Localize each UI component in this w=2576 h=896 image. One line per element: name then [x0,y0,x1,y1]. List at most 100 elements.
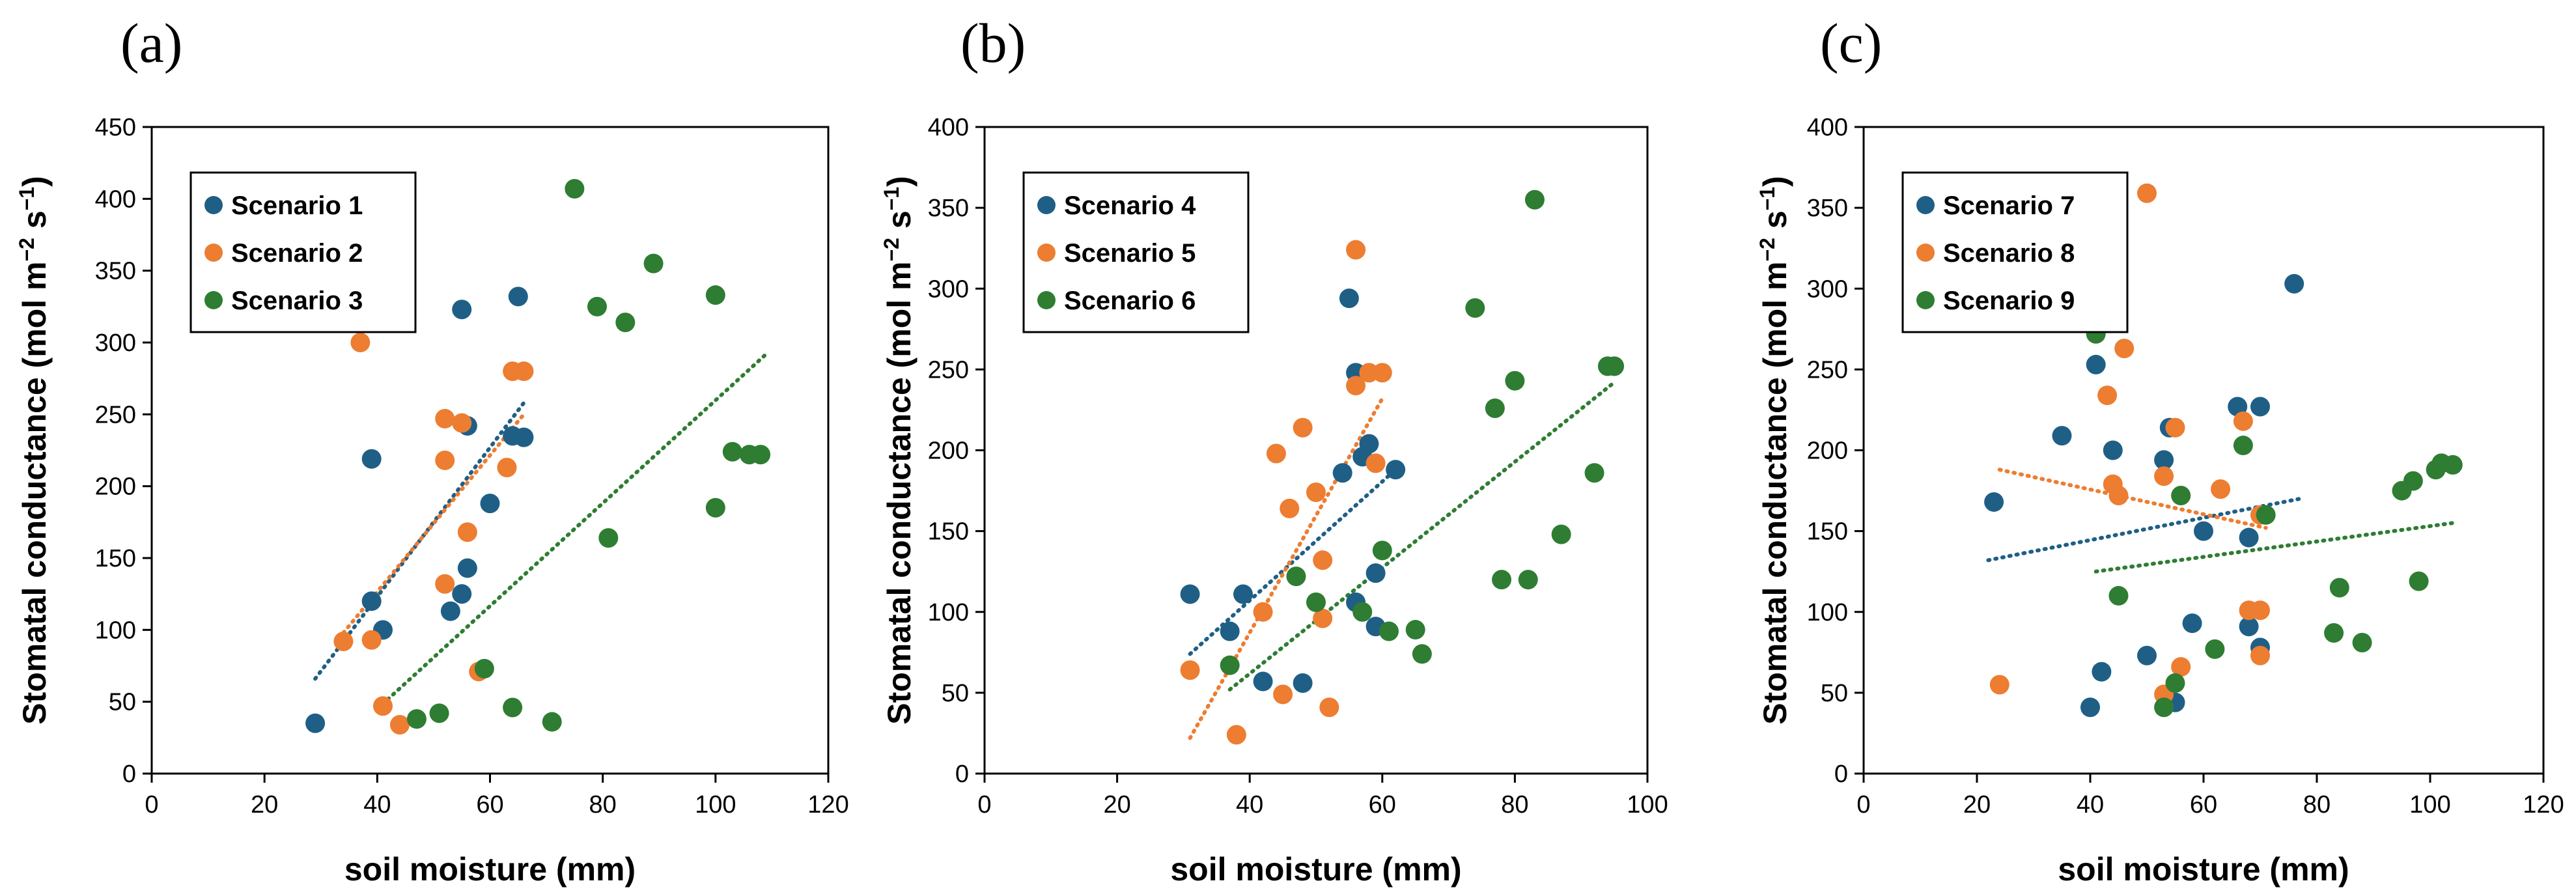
panel-1-y-tick-label: 200 [95,473,136,501]
panel-3-y-tick-label: 150 [1807,518,1848,546]
panel-3: (c) 0 20 40 60 80 100 120 0 50 100 150 200 250 300 350 4… [1756,12,2564,888]
panel-3-legend-marker-2 [1916,244,1935,262]
panel-3-series-2-point [2154,466,2174,486]
panel-3-y-tick-label: 400 [1807,114,1848,141]
panel-3-y-axis-title-part: s [1757,210,1793,238]
panel-3-series-3-point [2409,571,2429,591]
panel-1-legend-marker-2 [204,244,223,262]
panel-2-legend-label-2: Scenario 5 [1064,239,1196,268]
panel-2-series-2-point [1365,453,1386,473]
panel-2-series-3-point [1551,524,1571,544]
panel-3-legend-label-3: Scenario 9 [1943,287,2075,315]
panel-2-series-2-point [1226,725,1246,745]
panel-2-series-3-point [1379,621,1399,641]
panel-3-series-1-point [2154,450,2174,470]
panel-3-series-2-point [2211,479,2231,499]
panel-2-y-tick-label: 400 [928,114,969,141]
panel-1-series-1-point [514,427,534,447]
panel-1-legend-label-1: Scenario 1 [231,191,363,220]
panel-2-series-3-point [1372,540,1392,561]
panel-3-x-tick-label: 100 [2409,791,2450,819]
panel-3-y-tick-label: 300 [1807,275,1848,303]
panel-2: (b) 0 20 40 60 80 100 0 50 100 150 200 250 300 350 400 s… [880,12,1668,888]
panel-2-y-tick-label: 50 [942,680,969,707]
panel-1-series-3-point [474,658,494,679]
panel-2-y-tick-label: 200 [928,438,969,465]
panel-3-series-2-point [2233,411,2253,431]
panel-2-label: (b) [960,12,1026,74]
panel-3-trendline-1 [1986,496,2302,563]
panel-2-x-tick-label: 60 [1369,791,1396,819]
panel-3-series-3-point [2171,486,2191,506]
panel-1-series-1-point [452,584,472,604]
panel-2-series-2-point [1319,697,1339,718]
panel-1-y-tick-label: 150 [95,545,136,572]
panel-3-x-tick-label: 20 [1963,791,1991,819]
panel-2-series-2-point [1372,363,1392,383]
panel-1-x-tick-label: 20 [251,791,278,819]
panel-1-x-tick-label: 100 [695,791,736,819]
panel-1-series-3-point [615,313,636,333]
panel-3-y-tick-label: 250 [1807,356,1848,384]
panel-1-legend-label-3: Scenario 3 [231,287,363,315]
panel-1-trendline-1 [313,400,526,681]
panel-3-y-axis-title-part: Stomatal conductance (mol m [1757,262,1793,725]
panel-2-y-axis-title-part: Stomatal conductance (mol m [881,262,917,725]
panel-3-legend [1901,171,2129,333]
panel-2-series-3-point [1524,189,1545,210]
panel-1-series-2-point [452,413,472,433]
panel-3-series-1-point [2086,354,2106,374]
panel-2-y-axis-title: Stomatal conductance (mol m−2 s−1) [880,176,917,725]
panel-1-series-2-point [435,450,455,470]
panel-2-legend [1022,171,1250,333]
panel-1-series-1-point [480,494,500,514]
panel-3-series-2-point [2165,417,2185,438]
panel-2-series-1-point [1386,460,1406,480]
panel-1-series-1-point [452,300,472,320]
panel-3-x-tick-label: 120 [2523,791,2564,819]
panel-3-series-2-point [2097,385,2118,406]
panel-3-legend-label-2: Scenario 8 [1943,239,2075,268]
panel-3-y-tick-label: 0 [1834,761,1848,788]
panel-2-series-1-point [1293,673,1313,693]
panel-3-x-axis-title: soil moisture (mm) [2058,851,2349,888]
panel-3-y-axis-title: Stomatal conductance (mol m−2 s−1) [1756,176,1793,725]
panel-1-y-axis-title-part: s [16,210,53,238]
panel-1-series-3-point [705,497,725,518]
panel-2-y-axis-title-part: −2 [880,238,903,261]
panel-1-y-tick-label: 300 [95,329,136,357]
panel-1-series-3-point [565,178,585,199]
panel-1-y-axis-title-part: Stomatal conductance (mol m [16,262,53,725]
panel-3-series-3-point [2165,673,2185,693]
panel-1-y-axis-title: Stomatal conductance (mol m−2 s−1) [15,176,53,725]
panel-1-series-3-point [643,253,664,273]
panel-2-y-tick-label: 350 [928,195,969,222]
panel-1-x-tick-label: 120 [807,791,848,819]
panel-1-label: (a) [120,12,182,74]
panel-2-trendline-3 [1227,380,1617,692]
panel-3-y-tick-label: 100 [1807,599,1848,626]
panel-1-series-1-point [361,449,382,469]
panel-3-x-tick-label: 40 [2077,791,2104,819]
panel-2-series-1-point [1253,671,1273,692]
panel-1-series-3-point [429,703,449,723]
panel-3-series-3-point [2108,585,2129,606]
panel-1-x-tick-label: 60 [476,791,503,819]
panel-2-y-tick-label: 0 [955,761,969,788]
panel-3-y-tick-label: 50 [1821,680,1848,707]
panel-1-series-3-point [406,709,427,729]
panel-3-trendline-3 [2093,521,2455,574]
panel-2-series-1-point [1180,584,1200,604]
panel-1-y-axis-title-part: ) [16,176,53,187]
panel-2-series-2-point [1280,498,1300,518]
panel-2-series-3-point [1352,602,1373,622]
panel-3-series-2-point [2171,657,2191,677]
panel-2-series-3-point [1518,570,1538,590]
panel-1-series-2-point [361,630,382,650]
panel-3-label: (c) [1820,12,1882,74]
panel-3-series-3-point [2352,632,2372,652]
panel-3-series-3-point [2205,639,2225,659]
panel-3-series-3-point [2324,623,2344,643]
panel-1-series-1-point [508,287,528,307]
panel-2-series-2-point [1306,483,1326,503]
